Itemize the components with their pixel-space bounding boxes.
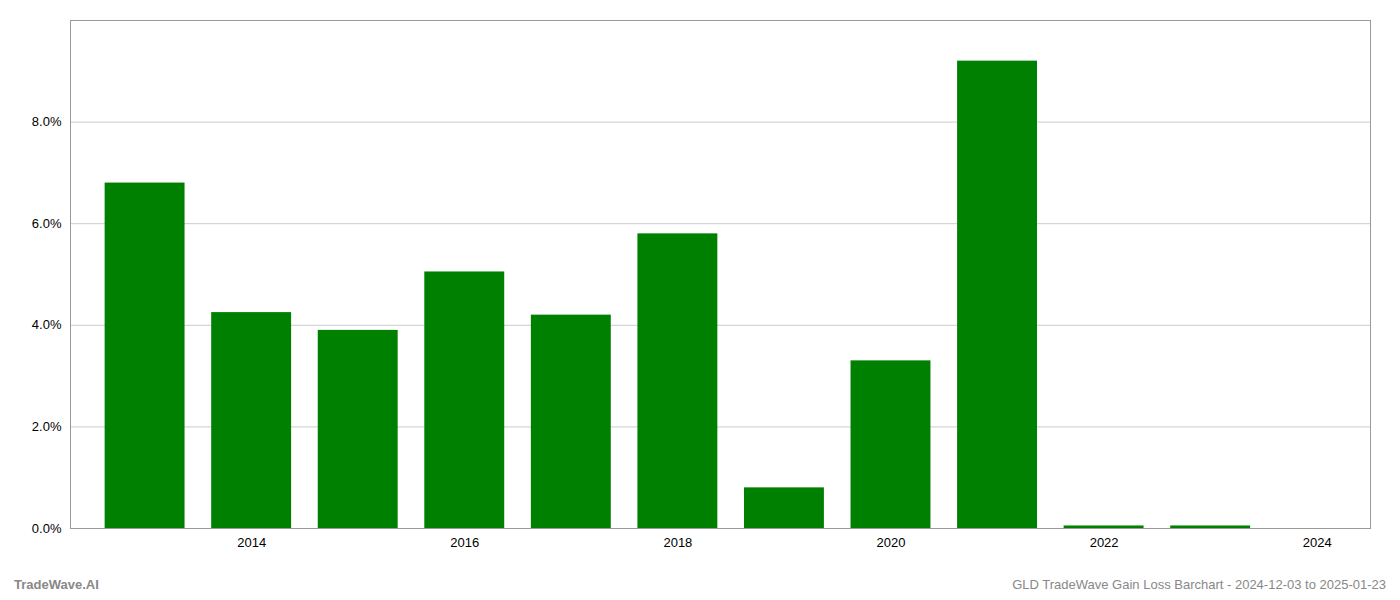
svg-text:6.0%: 6.0% (32, 216, 62, 231)
svg-text:2022: 2022 (1090, 535, 1119, 550)
svg-text:2020: 2020 (877, 535, 906, 550)
svg-text:2016: 2016 (450, 535, 479, 550)
svg-text:2014: 2014 (237, 535, 266, 550)
svg-text:2018: 2018 (663, 535, 692, 550)
svg-text:0.0%: 0.0% (32, 521, 62, 536)
svg-text:2.0%: 2.0% (32, 419, 62, 434)
html-text:TradeWave.AI: TradeWave.AI (14, 576, 99, 592)
svg-text:2024: 2024 (1303, 535, 1332, 550)
svg-text:8.0%: 8.0% (32, 114, 62, 129)
html-text:GLD TradeWave Gain Loss Barcha: GLD TradeWave Gain Loss Barchart - 2024-… (1012, 576, 1386, 592)
svg-text:4.0%: 4.0% (32, 317, 62, 332)
